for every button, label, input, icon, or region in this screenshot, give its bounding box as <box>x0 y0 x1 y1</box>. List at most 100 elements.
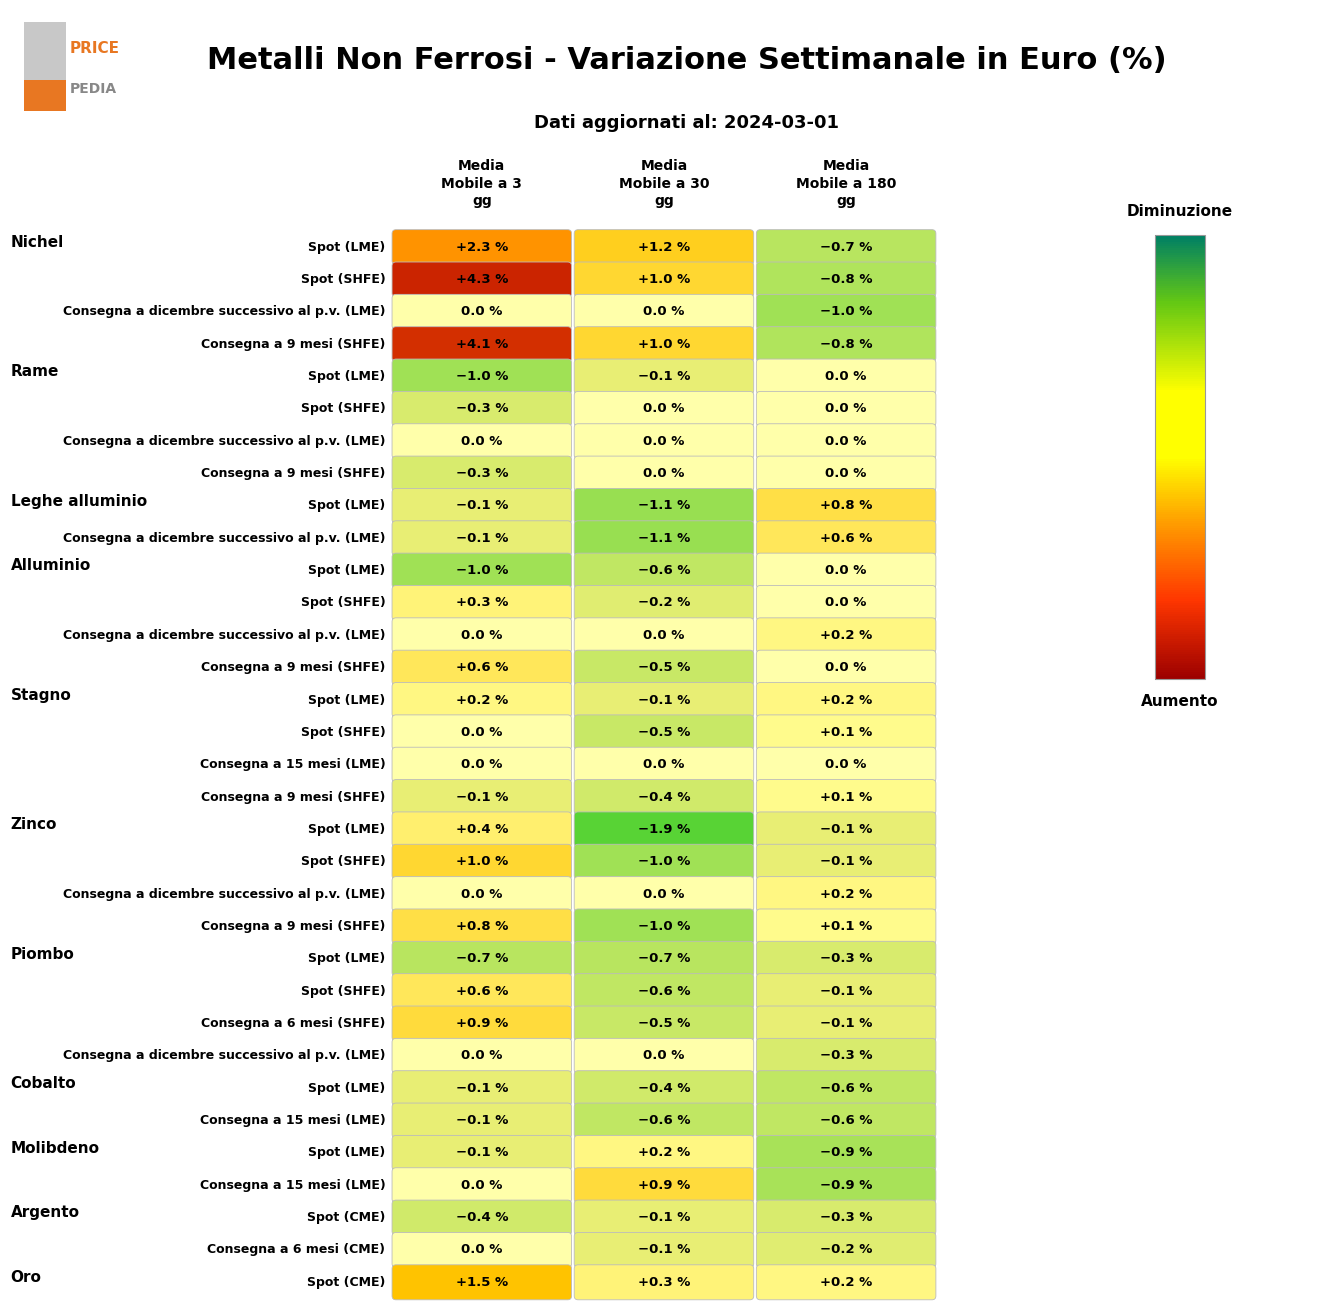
FancyBboxPatch shape <box>392 779 572 814</box>
Bar <box>1155 667 1205 671</box>
FancyBboxPatch shape <box>574 488 754 523</box>
Bar <box>1155 485 1205 489</box>
Bar <box>1155 475 1205 478</box>
Bar <box>1155 335 1205 338</box>
Bar <box>1155 676 1205 680</box>
Text: Consegna a dicembre successivo al p.v. (LME): Consegna a dicembre successivo al p.v. (… <box>63 1049 385 1062</box>
FancyBboxPatch shape <box>392 715 572 750</box>
Bar <box>1155 499 1205 502</box>
FancyBboxPatch shape <box>392 586 572 620</box>
Bar <box>1155 282 1205 284</box>
Bar <box>1155 264 1205 268</box>
Text: −0.2 %: −0.2 % <box>820 1244 873 1257</box>
FancyBboxPatch shape <box>392 974 572 1009</box>
Bar <box>1155 301 1205 305</box>
Bar <box>1155 251 1205 254</box>
Bar <box>1155 308 1205 312</box>
Bar <box>1155 286 1205 290</box>
Text: Piombo: Piombo <box>11 946 74 962</box>
Bar <box>1155 461 1205 465</box>
Text: Oro: Oro <box>11 1270 41 1285</box>
Text: Consegna a dicembre successivo al p.v. (LME): Consegna a dicembre successivo al p.v. (… <box>63 629 385 642</box>
Bar <box>1155 299 1205 303</box>
Bar <box>1155 435 1205 438</box>
Text: Dati aggiornati al: 2024-03-01: Dati aggiornati al: 2024-03-01 <box>533 114 840 132</box>
FancyBboxPatch shape <box>574 230 754 265</box>
FancyBboxPatch shape <box>392 1103 572 1138</box>
Text: −1.9 %: −1.9 % <box>638 823 690 837</box>
Text: −0.7 %: −0.7 % <box>638 953 690 966</box>
FancyBboxPatch shape <box>574 683 754 718</box>
FancyBboxPatch shape <box>756 586 936 620</box>
FancyBboxPatch shape <box>756 974 936 1009</box>
Text: Media
Mobile a 180
gg: Media Mobile a 180 gg <box>796 159 896 207</box>
Bar <box>1155 479 1205 483</box>
Text: Consegna a 6 mesi (SHFE): Consegna a 6 mesi (SHFE) <box>201 1017 385 1030</box>
Text: Spot (LME): Spot (LME) <box>308 1082 385 1095</box>
Text: −0.4 %: −0.4 % <box>638 791 690 804</box>
Bar <box>1155 416 1205 420</box>
FancyBboxPatch shape <box>756 1006 936 1041</box>
Bar <box>1155 527 1205 531</box>
Text: 0.0 %: 0.0 % <box>643 467 685 480</box>
Text: −0.2 %: −0.2 % <box>638 596 690 609</box>
Text: Spot (SHFE): Spot (SHFE) <box>301 855 385 868</box>
FancyBboxPatch shape <box>392 941 572 976</box>
Bar <box>1155 656 1205 660</box>
Bar <box>1155 333 1205 337</box>
Bar <box>1155 444 1205 446</box>
Bar <box>1155 428 1205 432</box>
FancyBboxPatch shape <box>756 877 936 912</box>
FancyBboxPatch shape <box>756 617 936 652</box>
Bar <box>24 22 66 111</box>
Text: −0.3 %: −0.3 % <box>455 467 508 480</box>
Bar <box>1155 317 1205 321</box>
Text: 0.0 %: 0.0 % <box>643 435 685 448</box>
Text: +2.3 %: +2.3 % <box>455 240 508 253</box>
Bar <box>1155 619 1205 622</box>
Bar <box>1155 641 1205 645</box>
Bar <box>1155 406 1205 410</box>
Text: Cobalto: Cobalto <box>11 1075 77 1091</box>
Bar <box>1155 408 1205 411</box>
Bar <box>1155 594 1205 598</box>
Text: −0.5 %: −0.5 % <box>638 1017 690 1030</box>
Bar <box>1155 324 1205 328</box>
Text: 0.0 %: 0.0 % <box>825 564 867 577</box>
Text: 0.0 %: 0.0 % <box>643 629 685 642</box>
Bar <box>1155 390 1205 394</box>
Text: −0.1 %: −0.1 % <box>455 791 508 804</box>
Bar <box>1155 587 1205 591</box>
FancyBboxPatch shape <box>392 877 572 912</box>
Bar <box>1155 292 1205 296</box>
Bar <box>1155 570 1205 573</box>
Bar <box>1155 552 1205 556</box>
FancyBboxPatch shape <box>392 553 572 589</box>
Text: Nichel: Nichel <box>11 235 63 249</box>
Bar <box>1155 652 1205 655</box>
Bar <box>1155 419 1205 423</box>
Bar <box>1155 572 1205 576</box>
FancyBboxPatch shape <box>392 488 572 523</box>
Text: Spot (LME): Spot (LME) <box>308 823 385 837</box>
Text: +0.6 %: +0.6 % <box>455 985 508 997</box>
Bar <box>1155 625 1205 629</box>
Text: Argento: Argento <box>11 1206 79 1220</box>
Text: −0.8 %: −0.8 % <box>820 273 873 286</box>
Bar <box>1155 466 1205 470</box>
Text: −0.6 %: −0.6 % <box>638 1114 690 1128</box>
Text: 0.0 %: 0.0 % <box>461 726 503 739</box>
Bar <box>1155 446 1205 449</box>
FancyBboxPatch shape <box>574 1039 754 1074</box>
FancyBboxPatch shape <box>392 910 572 944</box>
Bar <box>1155 320 1205 322</box>
Bar <box>1155 291 1205 294</box>
Text: −1.0 %: −1.0 % <box>638 920 690 933</box>
FancyBboxPatch shape <box>756 359 936 394</box>
Text: −0.1 %: −0.1 % <box>638 693 690 706</box>
Bar <box>1155 270 1205 274</box>
Text: 0.0 %: 0.0 % <box>825 467 867 480</box>
Text: Rame: Rame <box>11 364 59 380</box>
FancyBboxPatch shape <box>392 392 572 427</box>
Text: +4.1 %: +4.1 % <box>455 338 508 351</box>
